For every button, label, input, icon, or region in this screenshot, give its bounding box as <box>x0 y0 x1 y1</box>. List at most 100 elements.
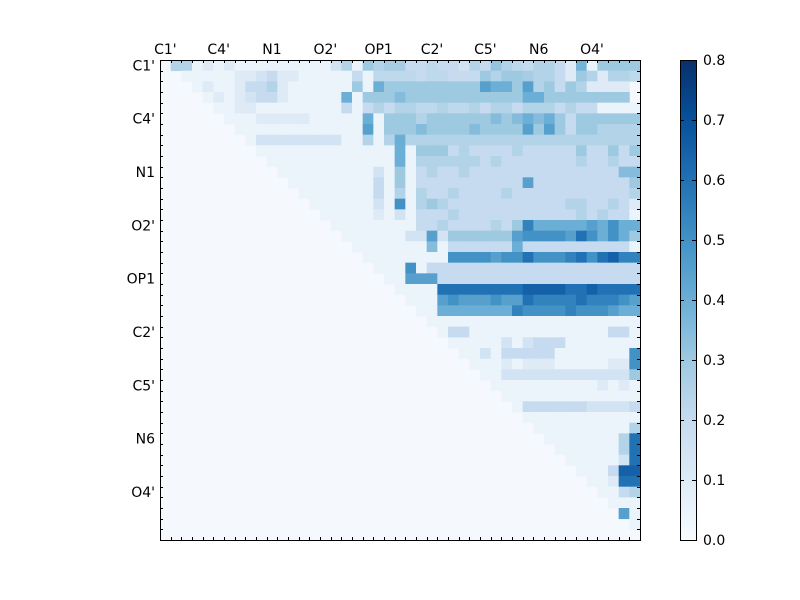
heatmap-cell <box>565 198 577 210</box>
heatmap-cell <box>618 380 630 392</box>
colorbar-tick-label: 0.0 <box>703 533 725 549</box>
heatmap-cell <box>320 198 332 210</box>
heatmap-cell <box>618 486 630 498</box>
heatmap-cell <box>544 102 556 114</box>
heatmap-cell <box>181 60 193 72</box>
heatmap-cell <box>448 92 460 104</box>
heatmap-cell <box>501 380 513 392</box>
heatmap-cell <box>490 92 502 104</box>
heatmap-cell <box>480 124 492 136</box>
heatmap-cell <box>629 70 641 82</box>
heatmap-cell <box>608 401 620 413</box>
heatmap-cell <box>629 177 641 189</box>
heatmap-cell <box>341 124 353 136</box>
heatmap-cell <box>245 70 257 82</box>
heatmap-cell <box>384 252 396 264</box>
heatmap-cell <box>522 198 534 210</box>
heatmap-cell <box>554 337 566 349</box>
heatmap-cell <box>576 465 588 477</box>
heatmap-cell <box>469 156 481 168</box>
heatmap-cell <box>277 166 289 178</box>
heatmap-cell <box>629 433 641 445</box>
heatmap-cell <box>618 433 630 445</box>
heatmap-cell <box>437 326 449 338</box>
heatmap-cell <box>480 81 492 93</box>
heatmap-cell <box>384 166 396 178</box>
heatmap-cell <box>565 369 577 381</box>
heatmap-cell <box>576 348 588 360</box>
heatmap-cell <box>554 92 566 104</box>
heatmap-cell <box>437 60 449 72</box>
heatmap-cell <box>586 60 598 72</box>
heatmap-cell <box>629 198 641 210</box>
heatmap-cell <box>597 60 609 72</box>
heatmap-cell <box>480 166 492 178</box>
y-tick-label: C2' <box>132 325 155 341</box>
heatmap-cell <box>501 145 513 157</box>
heatmap-cell <box>618 166 630 178</box>
heatmap-cell <box>298 188 310 200</box>
heatmap-cell <box>245 102 257 114</box>
heatmap-cell <box>288 177 300 189</box>
heatmap-cell <box>362 209 374 221</box>
heatmap-cell <box>426 209 438 221</box>
heatmap-cell <box>469 262 481 274</box>
heatmap-cell <box>576 390 588 402</box>
heatmap-cell <box>480 177 492 189</box>
heatmap-cell <box>522 92 534 104</box>
heatmap-cell <box>544 412 556 424</box>
heatmap-cell <box>405 273 417 285</box>
heatmap-cell <box>522 284 534 296</box>
heatmap-cell <box>512 348 524 360</box>
heatmap-cell <box>458 198 470 210</box>
heatmap-cell <box>341 92 353 104</box>
heatmap-cell <box>213 92 225 104</box>
heatmap-cell <box>512 337 524 349</box>
heatmap-cell <box>533 294 545 306</box>
heatmap-cell <box>405 166 417 178</box>
heatmap-cell <box>394 273 406 285</box>
heatmap-cell <box>565 422 577 434</box>
heatmap-cell <box>597 134 609 146</box>
heatmap-cell <box>448 284 460 296</box>
heatmap-cell <box>501 198 513 210</box>
heatmap-cell <box>469 92 481 104</box>
heatmap-cell <box>373 70 385 82</box>
heatmap-cell <box>373 166 385 178</box>
heatmap-cell <box>320 145 332 157</box>
heatmap-cell <box>341 81 353 93</box>
heatmap-cell <box>618 401 630 413</box>
heatmap-cell <box>437 284 449 296</box>
heatmap-cell <box>533 209 545 221</box>
heatmap-cell <box>512 369 524 381</box>
heatmap-cell <box>426 102 438 114</box>
heatmap-cell <box>490 284 502 296</box>
heatmap-cell <box>426 70 438 82</box>
heatmap-cell <box>565 230 577 242</box>
heatmap-cell <box>416 177 428 189</box>
heatmap-cell <box>533 412 545 424</box>
heatmap-cell <box>458 70 470 82</box>
heatmap-cell <box>608 433 620 445</box>
heatmap-cell <box>565 284 577 296</box>
heatmap-cell <box>576 113 588 125</box>
y-tick-label: N6 <box>136 432 155 448</box>
heatmap-cell <box>469 166 481 178</box>
heatmap-cell <box>437 220 449 232</box>
heatmap-cell <box>384 262 396 274</box>
heatmap-cell <box>320 81 332 93</box>
heatmap-cell <box>544 198 556 210</box>
heatmap-cell <box>352 124 364 136</box>
heatmap-cell <box>597 444 609 456</box>
heatmap-cell <box>597 390 609 402</box>
heatmap-cell <box>362 220 374 232</box>
heatmap-cell <box>501 124 513 136</box>
heatmap-cell <box>245 134 257 146</box>
heatmap-cell <box>533 305 545 317</box>
heatmap-cell <box>565 294 577 306</box>
heatmap-cell <box>533 124 545 136</box>
heatmap-cell <box>597 177 609 189</box>
heatmap-cell <box>629 316 641 328</box>
heatmap-cell <box>522 145 534 157</box>
